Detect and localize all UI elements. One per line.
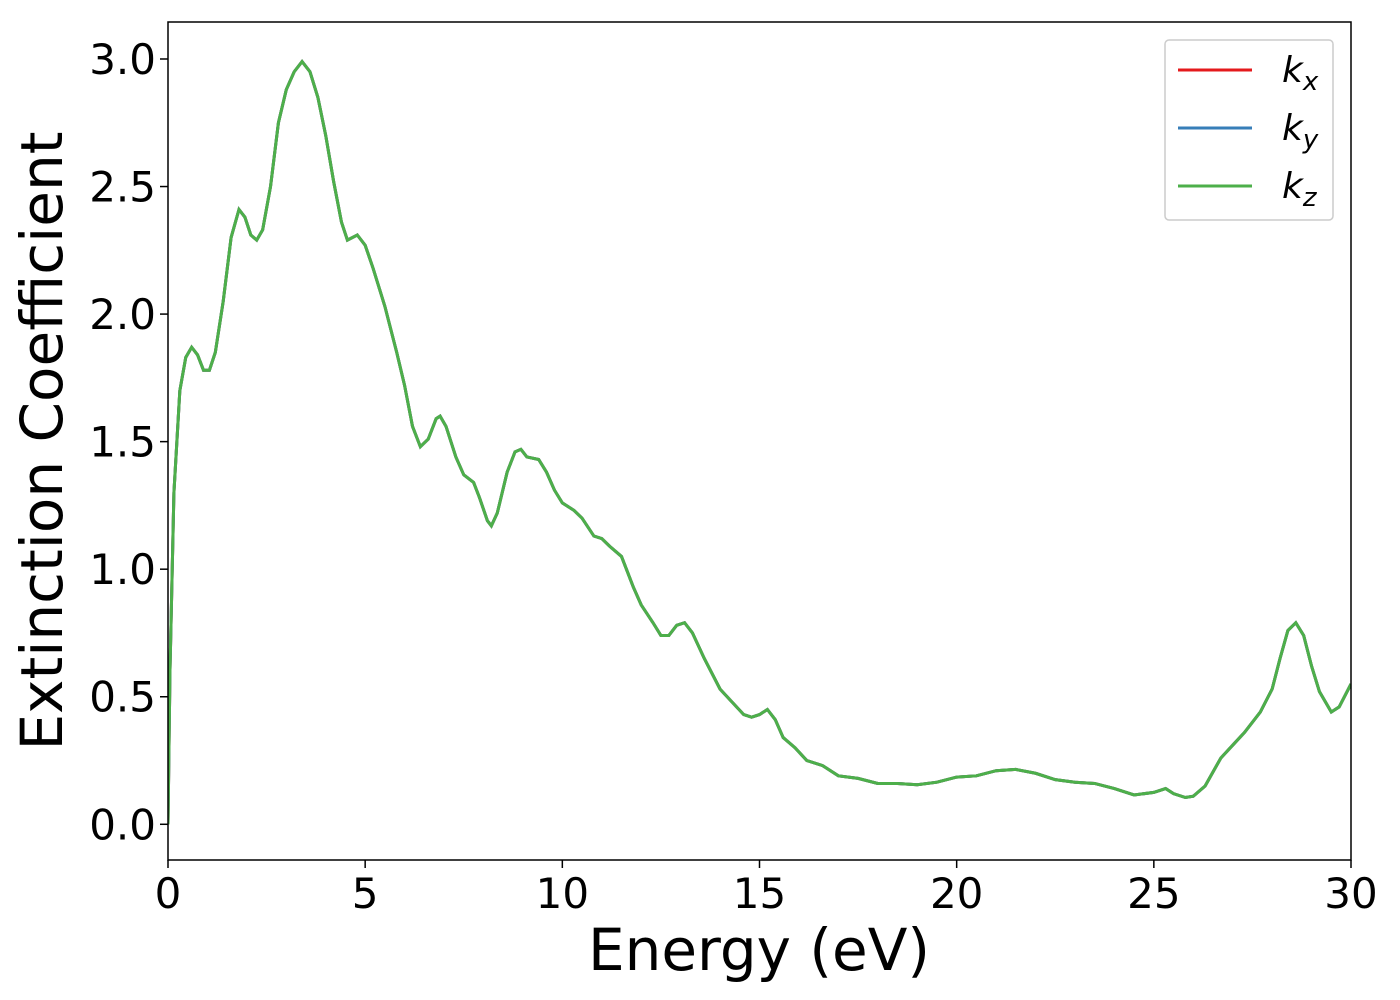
x-axis-label: Energy (eV) (588, 916, 930, 984)
legend-label-sub: x (1302, 67, 1319, 97)
legend-label: kz (1282, 166, 1318, 213)
y-axis-label: Extinction Coefficient (8, 132, 76, 751)
legend-label-main: k (1282, 50, 1305, 91)
y-tick-label: 3.0 (89, 35, 156, 84)
x-tick-label: 0 (155, 869, 182, 918)
x-tick-label: 30 (1324, 869, 1377, 918)
x-tick-label: 15 (733, 869, 786, 918)
legend-label: kx (1282, 50, 1319, 97)
legend-label-sub: y (1302, 125, 1319, 155)
y-tick-label: 1.0 (89, 545, 156, 594)
x-tick-label: 5 (352, 869, 379, 918)
x-tick-label: 25 (1127, 869, 1180, 918)
y-tick-label: 0.0 (89, 800, 156, 849)
legend-label-main: k (1282, 166, 1305, 207)
y-tick-label: 1.5 (89, 418, 156, 467)
y-tick-label: 2.0 (89, 290, 156, 339)
x-tick-label: 10 (536, 869, 589, 918)
legend-label: ky (1282, 108, 1319, 155)
x-tick-label: 20 (930, 869, 983, 918)
series-line (168, 59, 1351, 825)
legend-box (1164, 39, 1334, 221)
plot-frame (167, 21, 1352, 861)
legend-label-main: k (1282, 108, 1305, 149)
legend-label-sub: z (1302, 183, 1318, 213)
y-tick-label: 2.5 (89, 163, 156, 212)
y-tick-label: 0.5 (89, 673, 156, 722)
